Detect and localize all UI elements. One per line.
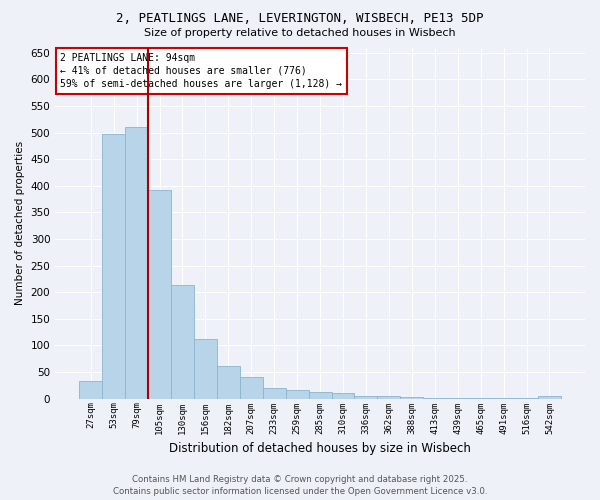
Bar (263, 388, 286, 398)
Bar (377, 396, 400, 398)
Bar (240, 378, 263, 398)
Bar (194, 339, 217, 398)
Bar (286, 390, 308, 398)
Bar (148, 190, 171, 398)
Bar (538, 396, 561, 398)
Bar (308, 392, 332, 398)
Bar (355, 396, 377, 398)
Bar (171, 286, 194, 399)
Bar (79, 381, 102, 398)
Bar (332, 394, 355, 398)
Text: 2, PEATLINGS LANE, LEVERINGTON, WISBECH, PE13 5DP: 2, PEATLINGS LANE, LEVERINGTON, WISBECH,… (116, 12, 484, 26)
Text: Size of property relative to detached houses in Wisbech: Size of property relative to detached ho… (144, 28, 456, 38)
Bar (217, 366, 240, 398)
Bar (102, 134, 125, 398)
Text: Contains HM Land Registry data © Crown copyright and database right 2025.
Contai: Contains HM Land Registry data © Crown c… (113, 474, 487, 496)
X-axis label: Distribution of detached houses by size in Wisbech: Distribution of detached houses by size … (169, 442, 471, 455)
Bar (125, 128, 148, 398)
Y-axis label: Number of detached properties: Number of detached properties (15, 141, 25, 305)
Bar (400, 397, 423, 398)
Text: 2 PEATLINGS LANE: 94sqm
← 41% of detached houses are smaller (776)
59% of semi-d: 2 PEATLINGS LANE: 94sqm ← 41% of detache… (61, 53, 343, 89)
